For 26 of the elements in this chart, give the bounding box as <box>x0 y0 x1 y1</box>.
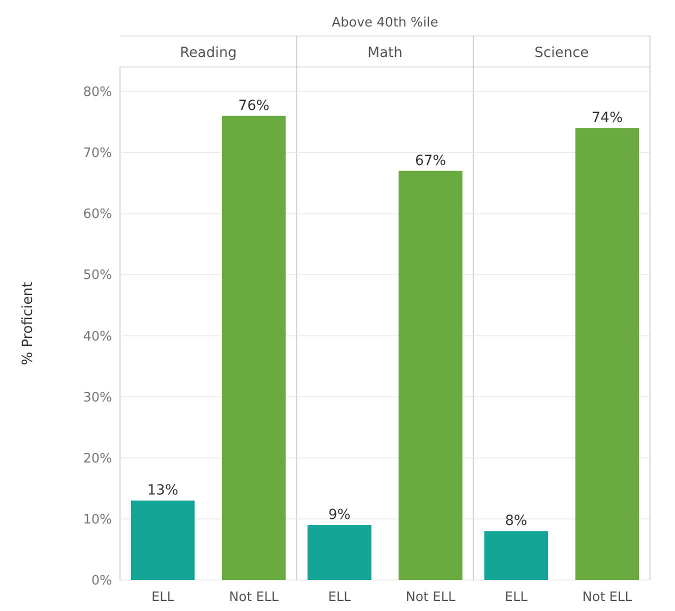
y-axis-title: % Proficient <box>20 281 36 366</box>
data-label: 74% <box>592 110 623 126</box>
text: Above 40th %ile <box>332 16 438 31</box>
x-tick-label: Not ELL <box>406 590 456 605</box>
x-tick-label: Not ELL <box>229 590 280 605</box>
y-tick-label: 20% <box>83 451 112 466</box>
y-tick-label: 40% <box>83 329 112 344</box>
chart-title: Science <box>534 44 589 61</box>
y-tick-label: 0% <box>91 574 112 589</box>
data-label: 8% <box>505 513 528 530</box>
y-tick-label: 50% <box>83 268 112 284</box>
y-tick-label: 80% <box>83 84 112 100</box>
chart-title: Math <box>367 44 403 61</box>
data-label: 76% <box>238 98 270 114</box>
chart-title: Reading <box>180 44 237 61</box>
data-label: 9% <box>328 507 351 524</box>
x-tick-label: Not ELL <box>582 590 633 605</box>
x-tick-label: ELL <box>328 590 352 605</box>
y-tick-label: 10% <box>83 512 112 528</box>
data-label: 67% <box>414 152 446 169</box>
y-tick-label: 60% <box>83 207 112 222</box>
data-label: 13% <box>147 482 178 499</box>
x-tick-label: ELL <box>504 590 528 605</box>
y-tick-label: 70% <box>83 146 112 162</box>
x-tick-label: ELL <box>151 590 175 605</box>
y-tick-label: 30% <box>83 390 112 406</box>
